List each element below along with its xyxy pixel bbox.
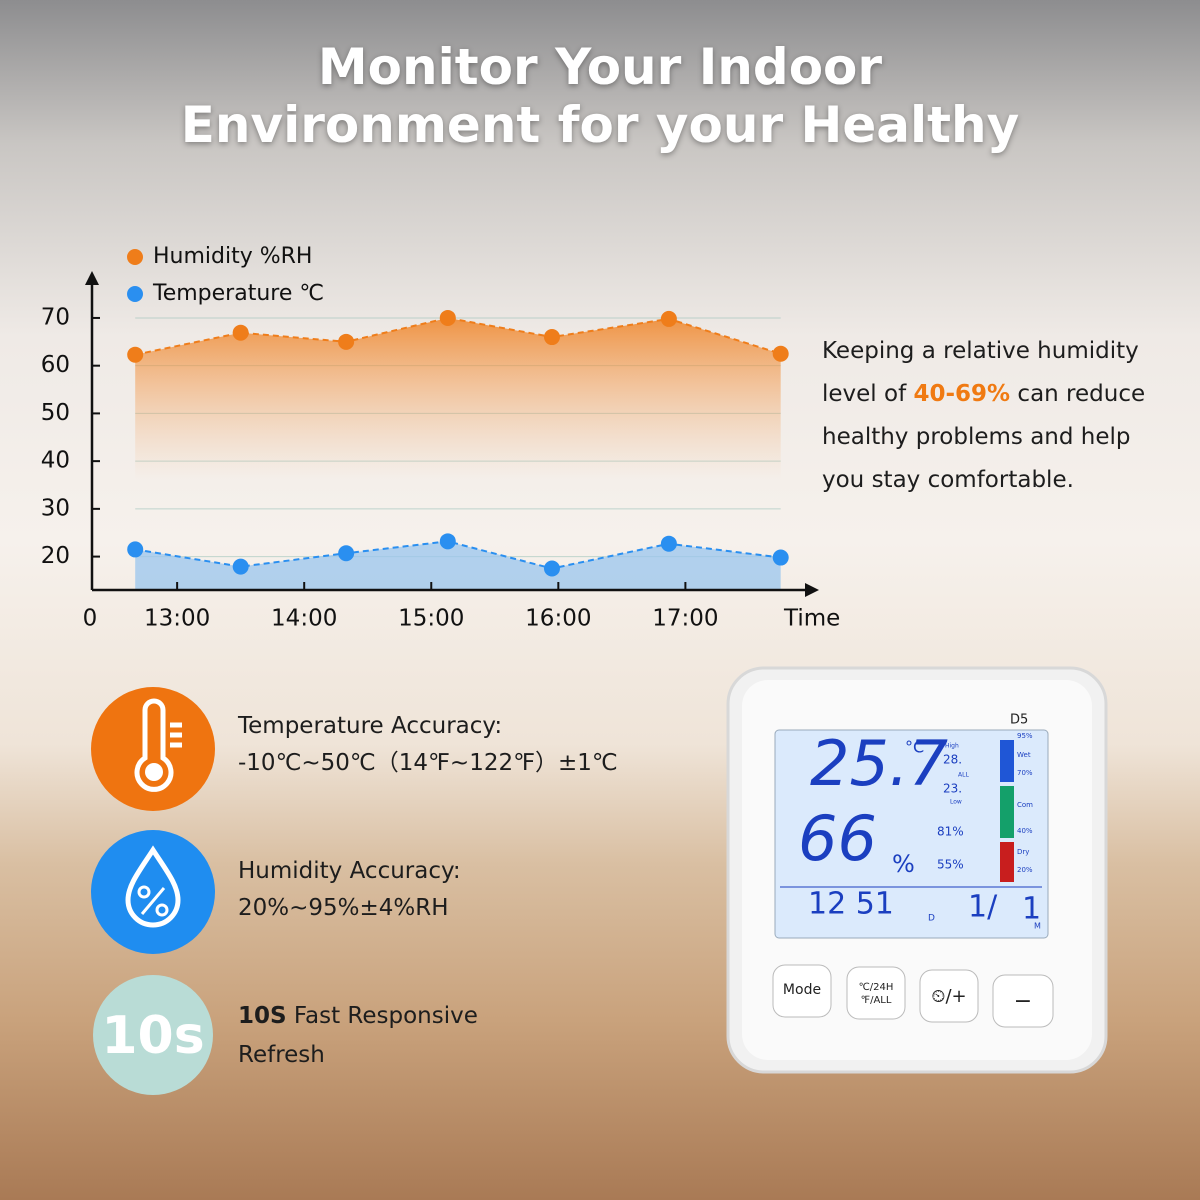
note-highlight: 40-69% (913, 381, 1011, 407)
icon-bg (93, 975, 213, 1095)
note-line: level of 40-69% can reduce (822, 381, 1145, 407)
button-label[interactable]: − (1014, 989, 1032, 1014)
lcd-small: 81% (937, 825, 964, 839)
data-point (772, 549, 789, 566)
data-point (543, 329, 560, 346)
x-axis-label: Time (783, 606, 840, 632)
button[interactable] (919, 969, 979, 1023)
legend-marker (127, 249, 143, 265)
icon-bg (91, 830, 215, 954)
y-tick-label: 60 (41, 352, 70, 378)
y-tick-label: 30 (41, 495, 70, 521)
note-line: Keeping a relative humidity (822, 338, 1139, 364)
button-label[interactable]: ⏲/+ (931, 986, 966, 1007)
button[interactable] (992, 974, 1054, 1028)
data-point (232, 324, 249, 341)
lcd-scale: 70% (1017, 769, 1033, 777)
lcd-clock: 12 51 (808, 887, 894, 922)
data-point (338, 545, 355, 562)
series-area (135, 317, 781, 590)
data-point (232, 558, 249, 575)
lcd-small: Low (950, 799, 962, 806)
y-tick-label: 20 (41, 543, 70, 569)
lcd-small: 23. (943, 782, 962, 796)
chart: 20 30 40 50 60 70 13:00 14:00 15:00 16:00 17:00 0 Ti… (41, 244, 841, 632)
lcd-unit: °C (905, 738, 924, 757)
lcd-small: M (1034, 922, 1041, 931)
title-line: Monitor Your Indoor (317, 38, 883, 96)
data-point (660, 310, 677, 327)
y-tick-label: 50 (41, 400, 70, 426)
lcd-scale: 20% (1017, 866, 1033, 874)
icon-bg (91, 687, 215, 811)
note-line: you stay comfortable. (822, 467, 1074, 493)
feature-bold: 10S (238, 1003, 287, 1029)
lcd-date: 1/ (968, 890, 998, 925)
note-text: level of (822, 381, 907, 407)
data-point (543, 560, 560, 577)
feature-icons: 10s (91, 687, 215, 1095)
lcd-scale: Dry (1017, 848, 1029, 856)
feature-detail: -10℃~50℃（14℉~122℉）±1℃ (238, 750, 618, 776)
button-label[interactable]: ℉/ALL (861, 995, 892, 1006)
lcd-unit: % (892, 850, 915, 878)
data-point (439, 533, 456, 550)
device-model: D5 (1010, 713, 1028, 728)
note-text: can reduce (1017, 381, 1146, 407)
lcd-scale: Wet (1017, 751, 1031, 759)
feature-title: Humidity Accuracy: (238, 858, 461, 884)
title-line: Environment for your Healthy (180, 96, 1020, 154)
lcd-screen (774, 729, 1049, 939)
data-point (439, 309, 456, 326)
data-point (127, 346, 144, 363)
feature-title: 10S Fast Responsive (238, 998, 478, 1035)
x-tick-label: 17:00 (652, 606, 718, 632)
lcd-date: 1 (1022, 892, 1041, 927)
lcd-small: D (928, 914, 935, 924)
button[interactable] (846, 966, 906, 1020)
lcd-small: 28. (943, 753, 962, 767)
feature-text: Fast Responsive (293, 1003, 478, 1029)
feature-detail: Refresh (238, 1042, 325, 1068)
y-tick-label: 40 (41, 448, 70, 474)
legend-marker (127, 286, 143, 302)
x-tick-label: 14:00 (271, 606, 337, 632)
thermometer-icon (134, 698, 182, 792)
lcd-humidity: 66 (798, 802, 877, 875)
buttons: Mode ℃/24H ℉/ALL ⏲/+ − (772, 964, 1054, 1028)
x-tick-label: 15:00 (398, 606, 464, 632)
lcd-scale: 95% (1017, 732, 1033, 740)
origin-label: 0 (83, 606, 98, 632)
lcd-small: High (945, 743, 959, 750)
device: D5 25.7 °C 66 % High 28. ALL 23. Low 81%… (726, 666, 1108, 1074)
x-axis-arrow (805, 583, 819, 597)
button-label[interactable]: ℃/24H (859, 982, 894, 993)
x-tick-label: 13:00 (144, 606, 210, 632)
feature-title: Temperature Accuracy: (238, 713, 503, 739)
y-tick-label: 70 (41, 304, 70, 330)
x-tick-label: 16:00 (525, 606, 591, 632)
lcd-scale: 40% (1017, 827, 1033, 835)
lcd-scale: Com (1017, 801, 1033, 809)
feature-detail: 20%~95%±4%RH (238, 895, 449, 921)
data-point (127, 541, 144, 558)
drop-icon (125, 845, 181, 928)
data-point (338, 333, 355, 350)
button[interactable] (772, 964, 832, 1018)
badge-text: 10s (101, 1006, 204, 1066)
data-point (660, 535, 677, 552)
series-area (135, 541, 781, 590)
lcd-small: 55% (937, 858, 964, 872)
data-point (772, 345, 789, 362)
legend-label: Humidity %RH (153, 244, 312, 269)
lcd-small: ALL (958, 772, 969, 779)
note-line: healthy problems and help (822, 424, 1131, 450)
legend-label: Temperature ℃ (152, 281, 324, 306)
button-label[interactable]: Mode (783, 982, 821, 998)
lcd-temp: 25.7 (810, 727, 948, 800)
y-axis-arrow (85, 271, 99, 285)
